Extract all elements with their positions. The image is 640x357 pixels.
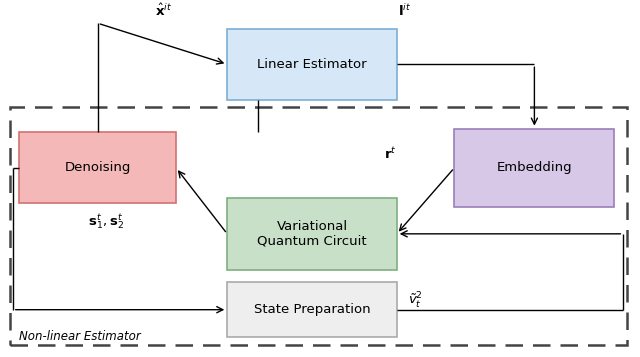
Text: Denoising: Denoising	[65, 161, 131, 174]
Text: Non-linear Estimator: Non-linear Estimator	[19, 331, 141, 343]
Text: State Preparation: State Preparation	[253, 303, 371, 316]
Text: $\hat{\mathbf{x}}^{it}$: $\hat{\mathbf{x}}^{it}$	[155, 3, 172, 19]
Text: $\mathbf{r}^t$: $\mathbf{r}^t$	[384, 146, 397, 161]
Text: $\mathbf{s}_1^t, \mathbf{s}_2^t$: $\mathbf{s}_1^t, \mathbf{s}_2^t$	[88, 212, 124, 232]
Bar	[227, 282, 397, 337]
Text: $\mathbf{l}^{it}$: $\mathbf{l}^{it}$	[398, 3, 411, 19]
Text: Linear Estimator: Linear Estimator	[257, 58, 367, 71]
Bar	[454, 129, 614, 207]
Bar	[19, 132, 176, 203]
Text: Variational
Quantum Circuit: Variational Quantum Circuit	[257, 220, 367, 248]
Text: $\tilde{v}_t^2$: $\tilde{v}_t^2$	[408, 291, 423, 311]
Bar	[227, 198, 397, 270]
Text: Embedding: Embedding	[497, 161, 572, 174]
Bar	[10, 107, 627, 345]
Bar	[227, 29, 397, 100]
